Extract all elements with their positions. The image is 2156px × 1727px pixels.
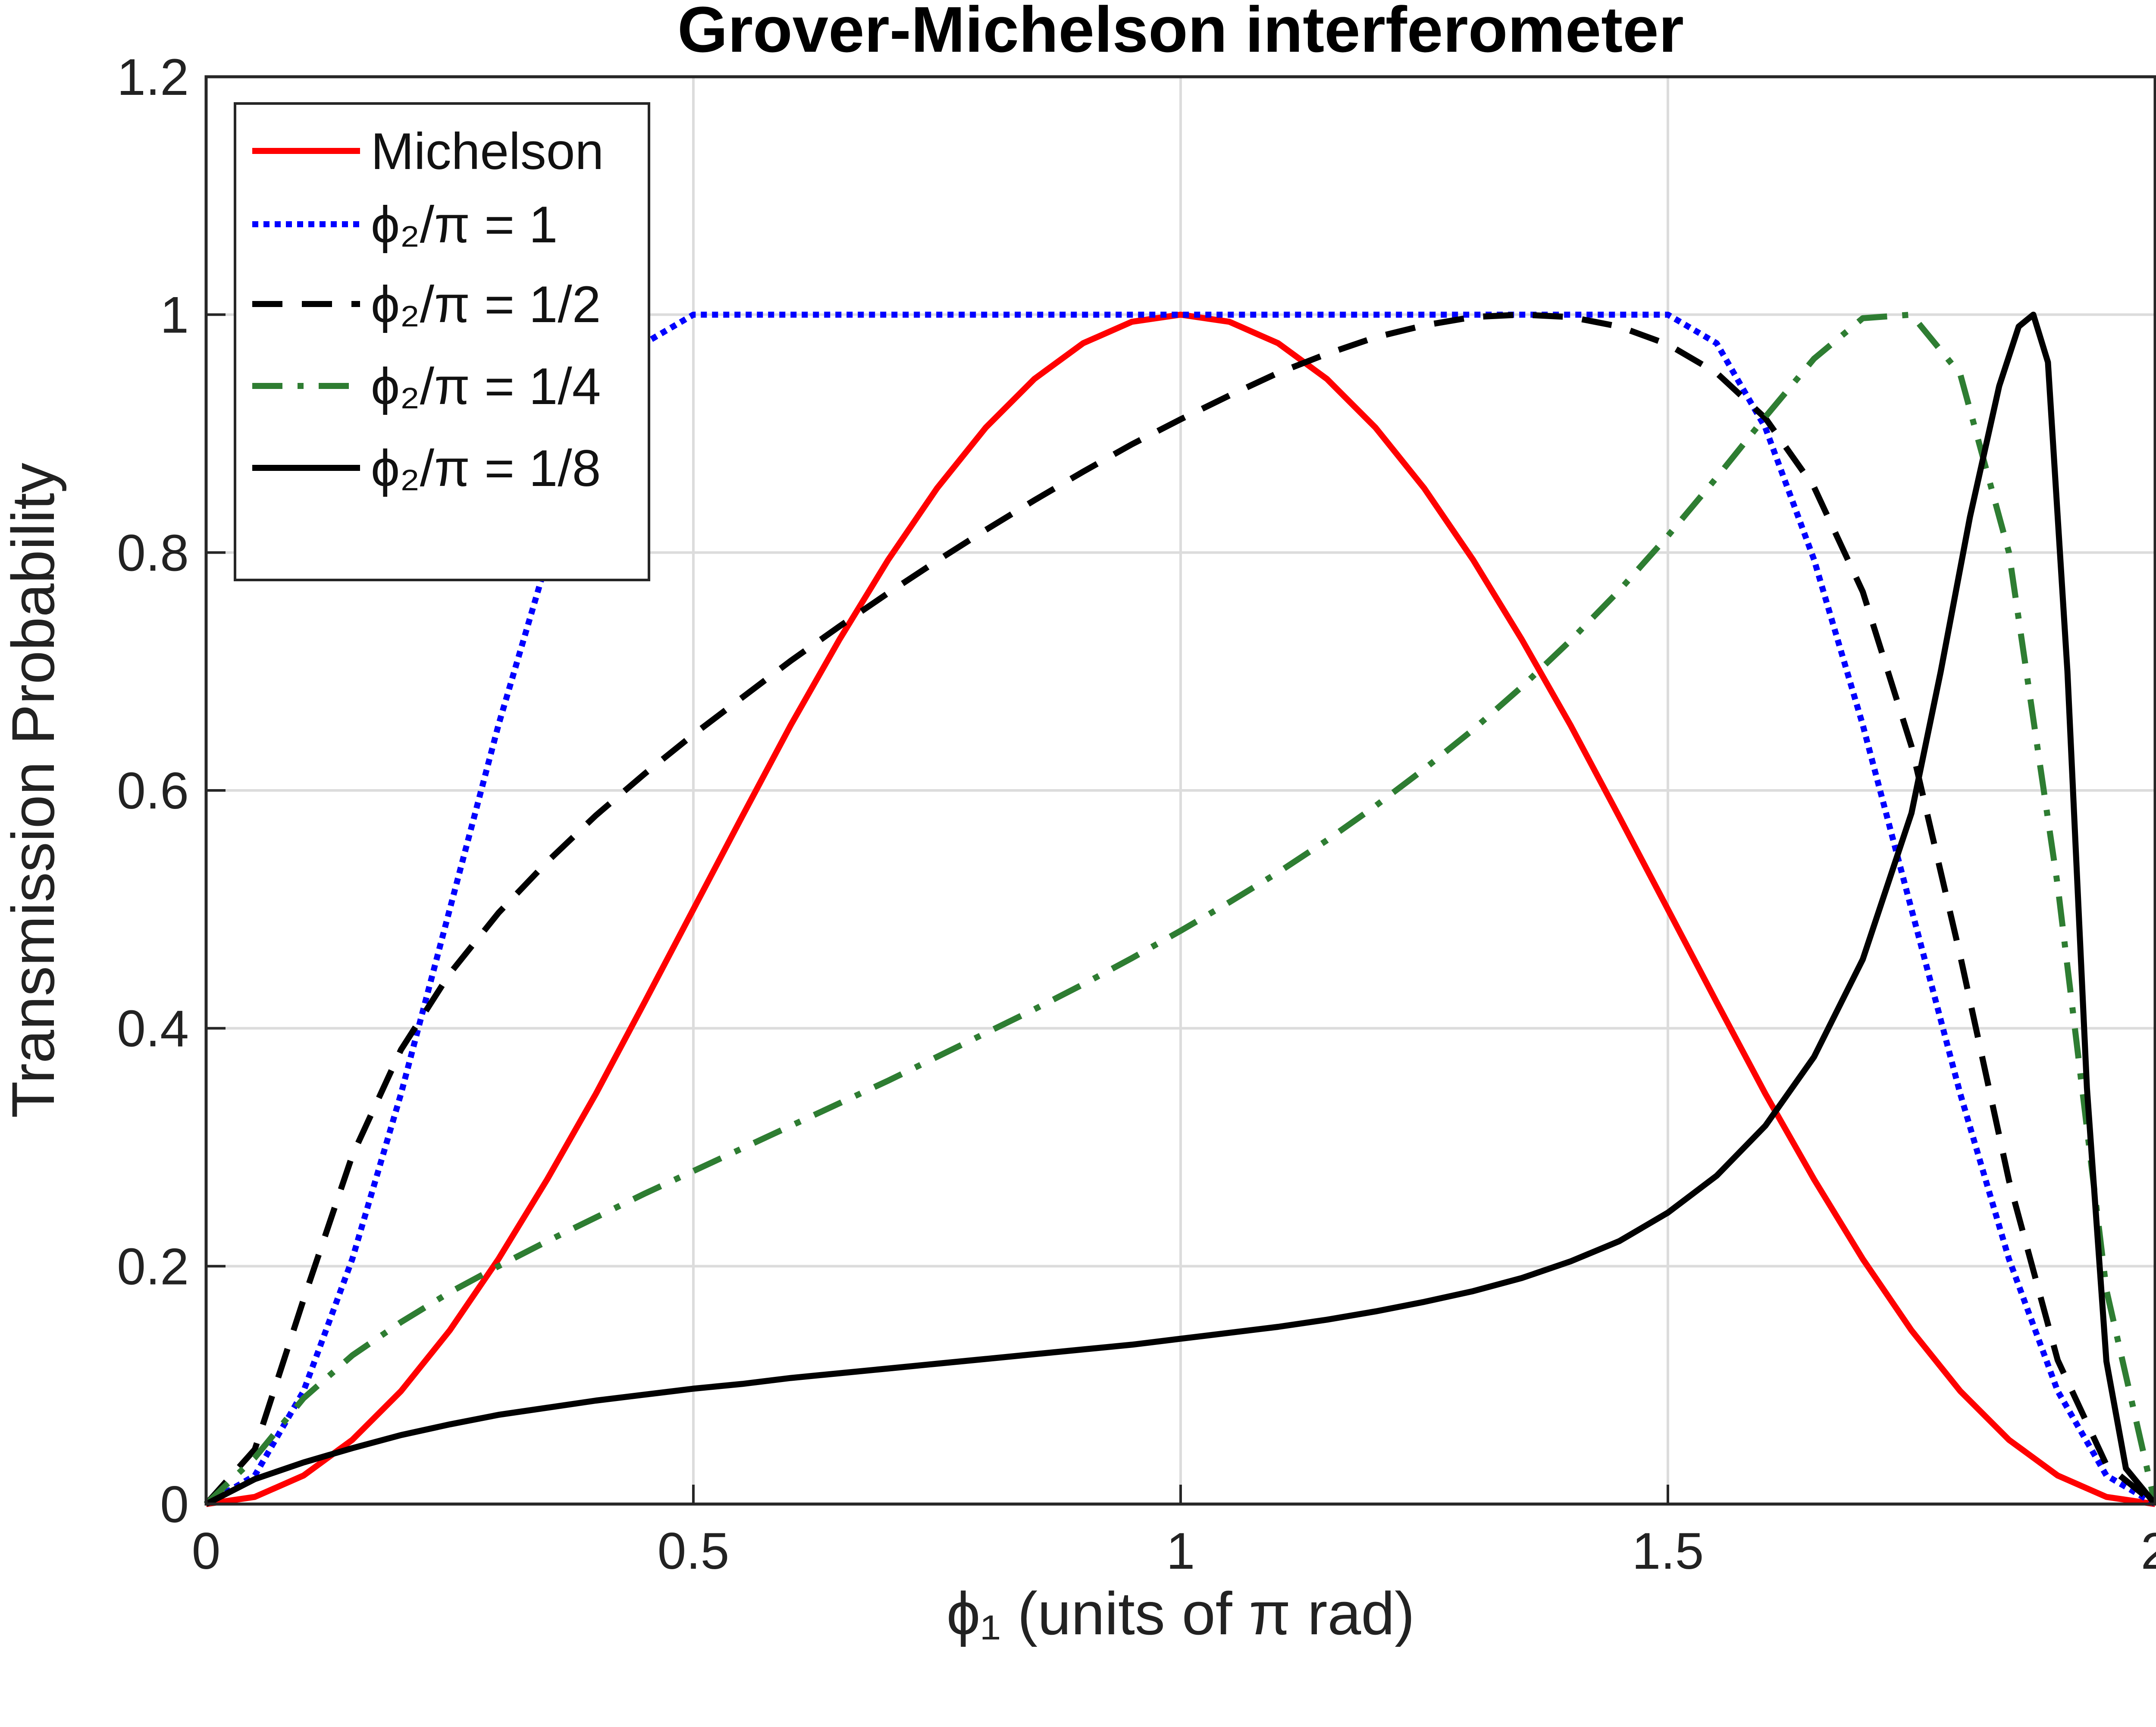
series-line-3 (204, 311, 2156, 1507)
legend-label: ϕ₂/π = 1/2 (371, 276, 601, 333)
legend-label: ϕ₂/π = 1/8 (371, 439, 601, 497)
series-line-1 (205, 311, 2156, 1507)
axis-ticks: 0 0.5 1 1.5 2 0 0.2 0.4 0.6 0.8 1 1.2 (117, 48, 2156, 1580)
y-tick-label: 0.6 (117, 762, 189, 820)
y-axis-label: Transmission Probability (0, 463, 67, 1118)
x-tick-label: 0.5 (658, 1522, 730, 1580)
legend-box (234, 102, 650, 581)
y-tick-label: 0.8 (117, 524, 189, 582)
chart-title: Grover-Michelson interferometer (677, 0, 1684, 66)
y-tick-label: 1 (160, 286, 189, 344)
series-layer (204, 311, 2156, 1507)
x-tick-label: 1 (1166, 1522, 1195, 1580)
x-tick-label: 2 (2141, 1522, 2156, 1580)
y-tick-label: 0.2 (117, 1238, 189, 1295)
legend-label: ϕ₂/π = 1 (371, 196, 558, 254)
y-tick-label: 0 (160, 1476, 189, 1533)
y-tick-label: 1.2 (117, 48, 189, 106)
x-tick-label: 0 (192, 1522, 221, 1580)
x-axis-label: ϕ₁ (units of π rad) (946, 1580, 1415, 1647)
series-line-4 (204, 311, 2156, 1507)
x-tick-label: 1.5 (1632, 1522, 1704, 1580)
series-line-5 (204, 311, 2156, 1507)
legend: Michelson ϕ₂/π = 1 ϕ₂/π = 1/2 ϕ₂/π = 1/4 ϕ₂/… (234, 102, 650, 581)
legend-label: Michelson (371, 122, 604, 180)
y-tick-label: 0.4 (117, 1000, 189, 1058)
legend-label: ϕ₂/π = 1/4 (371, 357, 601, 415)
